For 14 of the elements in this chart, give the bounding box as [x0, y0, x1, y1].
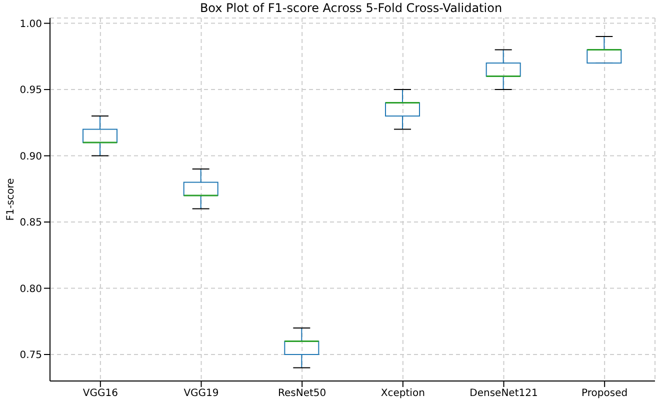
x-tick-label: DenseNet121 — [470, 388, 538, 400]
x-tick-label: Proposed — [582, 388, 628, 400]
x-tick-label: VGG19 — [184, 388, 219, 400]
y-tick-label: 0.80 — [20, 284, 42, 295]
y-tick-label: 1.00 — [20, 18, 42, 30]
x-tick-label: VGG16 — [82, 388, 118, 400]
y-tick-label: 0.90 — [20, 151, 42, 162]
x-tick-label: ResNet50 — [278, 388, 326, 400]
y-tick-label: 0.95 — [20, 85, 42, 96]
y-axis-title: F1-score — [6, 178, 17, 221]
chart-title: Box Plot of F1-score Across 5-Fold Cross-Validation — [198, 0, 504, 16]
x-tick-label: Xception — [380, 388, 425, 400]
y-tick-label: 0.85 — [20, 218, 42, 229]
y-tick-label: 0.75 — [20, 350, 42, 362]
